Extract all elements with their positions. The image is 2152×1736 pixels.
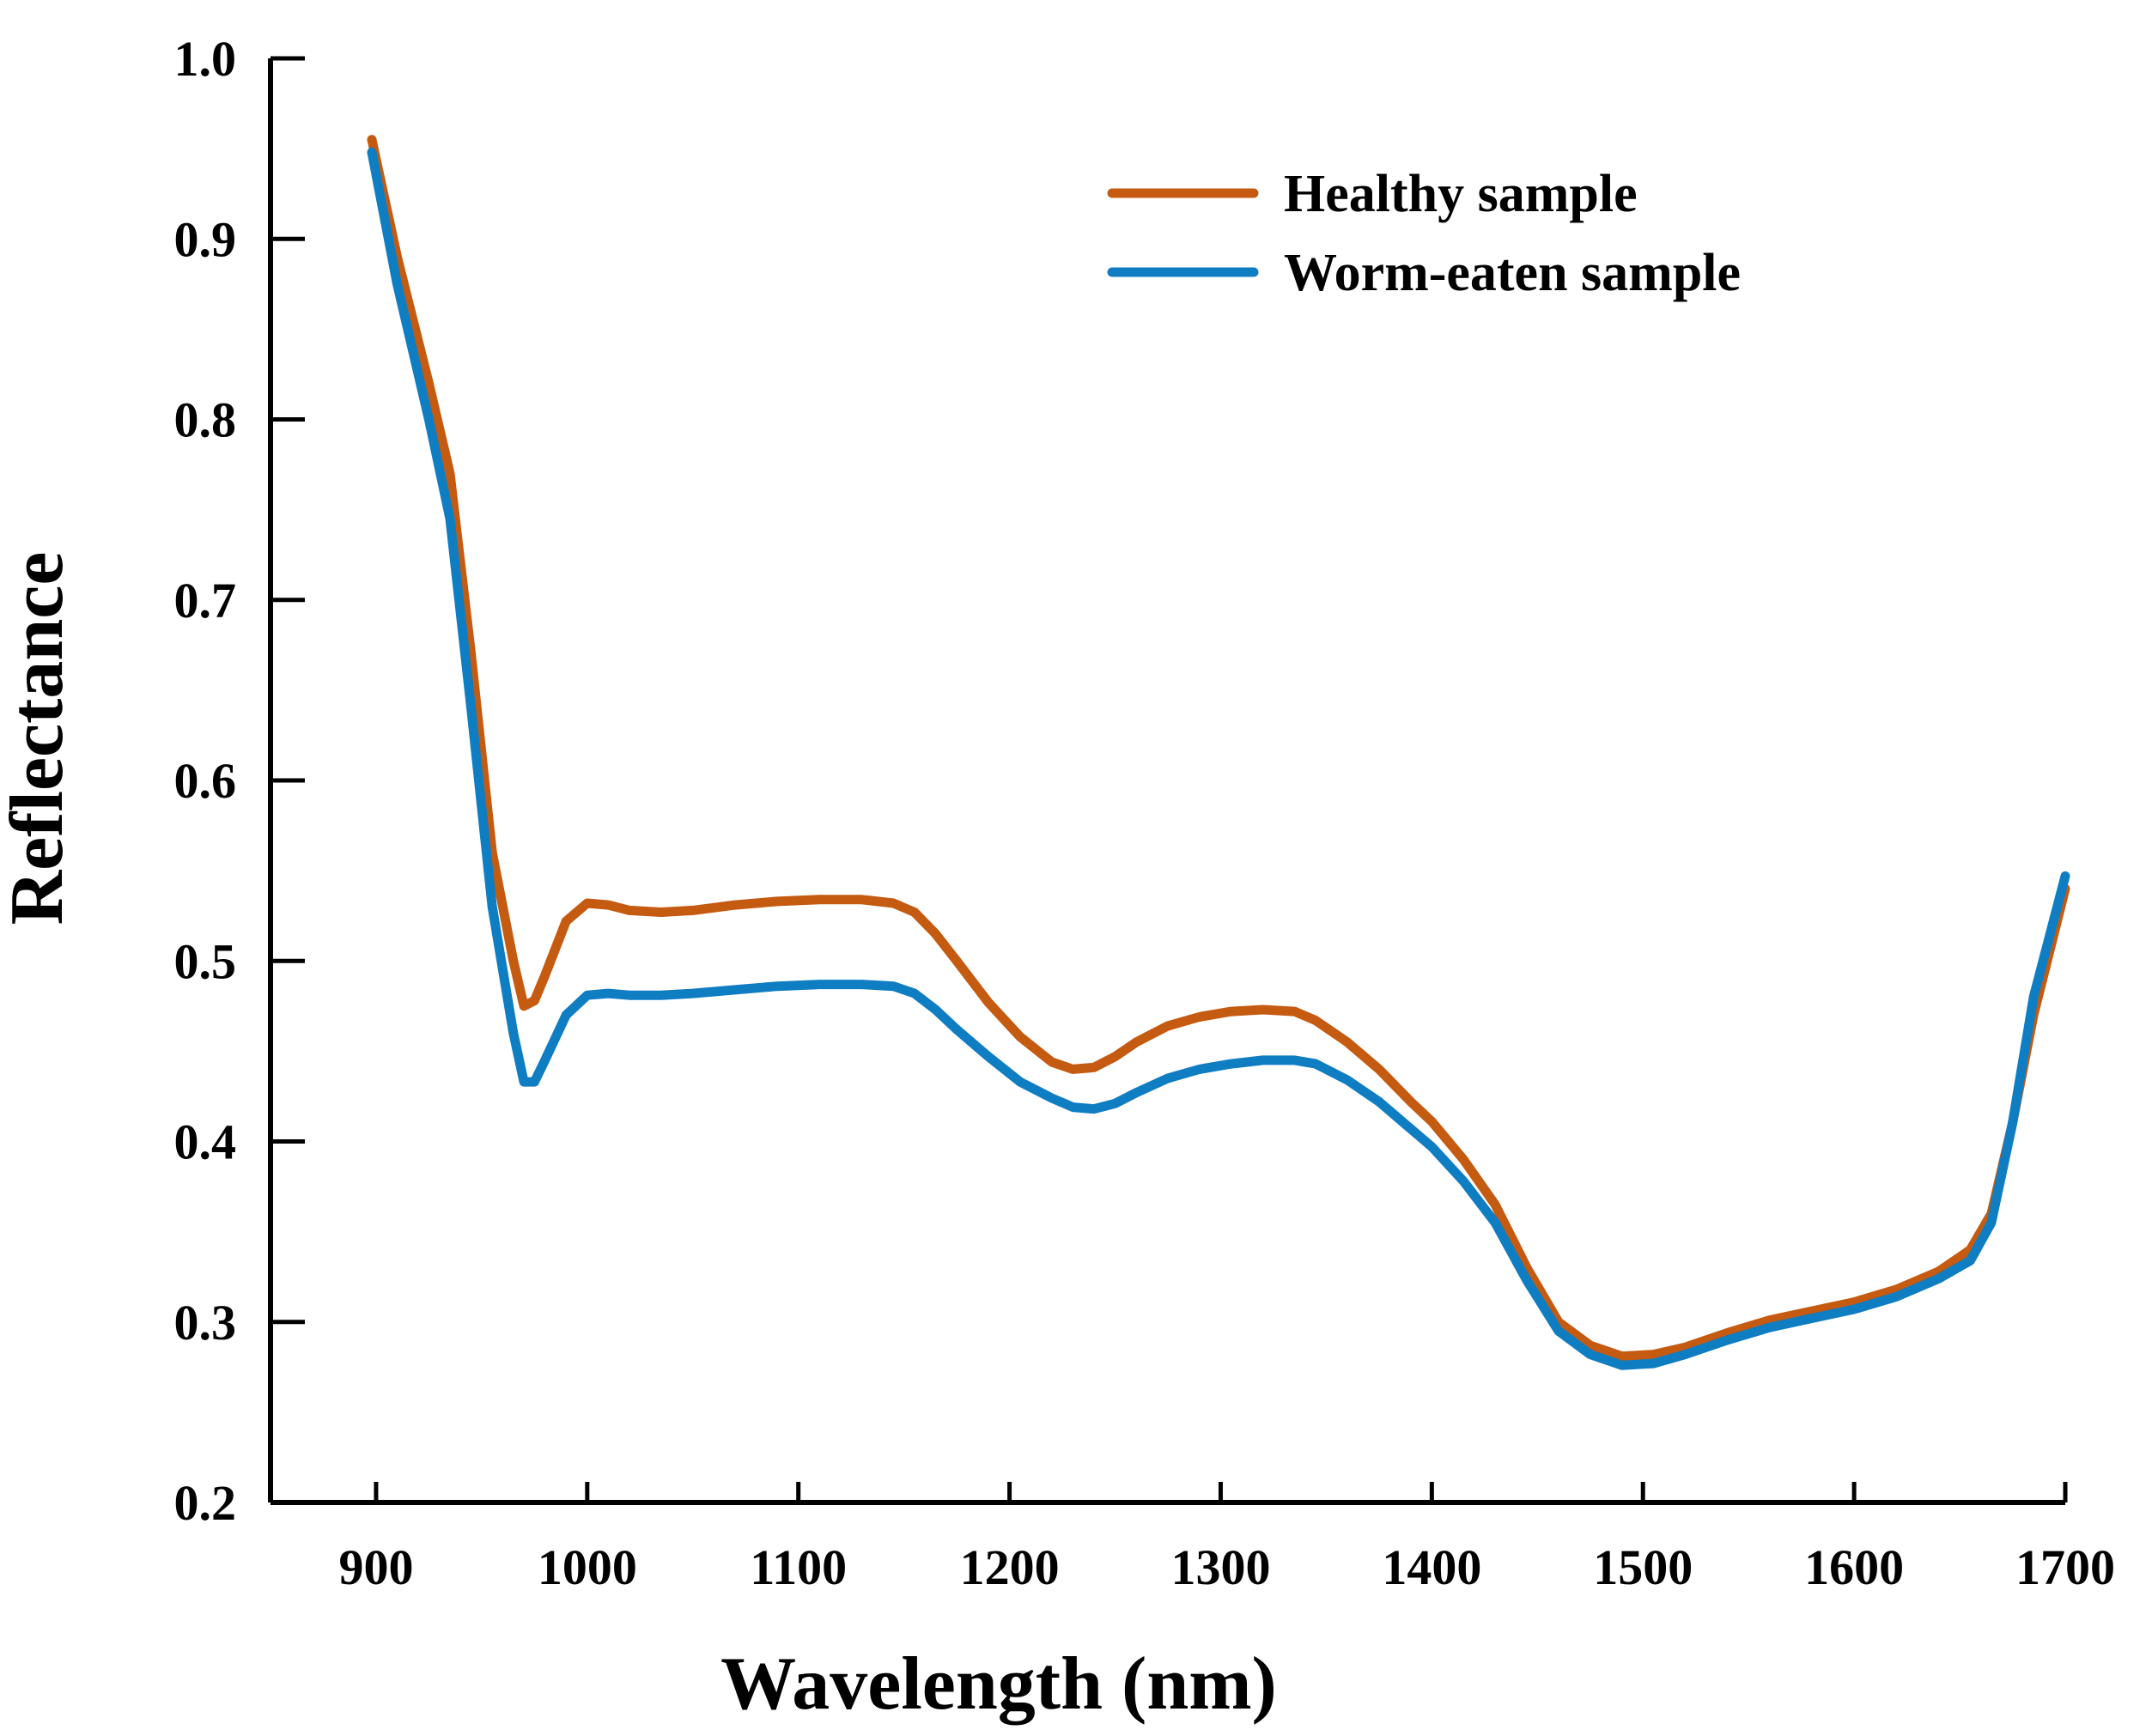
y-tick-label: 0.4 — [174, 1114, 237, 1170]
x-axis-title: Wavelength (nm) — [720, 1642, 1277, 1726]
y-ticks: 0.2 0.3 0.4 0.5 0.6 0.7 0.8 0.9 1.0 — [174, 31, 305, 1531]
x-tick-label: 1100 — [750, 1539, 847, 1595]
series-group — [367, 135, 2070, 1370]
y-tick-label: 0.7 — [174, 573, 237, 628]
y-tick-label: 0.3 — [174, 1295, 237, 1351]
series-line-worm-eaten-sample — [367, 147, 2070, 1370]
y-tick-label: 0.9 — [174, 211, 237, 267]
x-tick-label: 1700 — [2015, 1539, 2115, 1595]
x-tick-label: 1200 — [960, 1539, 1060, 1595]
legend-label-worm-eaten-sample: Worm-eaten sample — [1284, 244, 1741, 302]
y-axis-title: Reflectance — [0, 552, 79, 926]
y-tick-label: 0.5 — [174, 933, 237, 989]
x-tick-label: 900 — [338, 1539, 413, 1595]
x-tick-label: 1300 — [1170, 1539, 1270, 1595]
legend-label-healthy-sample: Healthy sample — [1284, 165, 1638, 223]
x-ticks: 900 1000 1100 1200 1300 1400 1500 1600 1700 — [338, 1482, 2115, 1595]
x-tick-label: 1400 — [1382, 1539, 1481, 1595]
series-line-healthy-sample — [367, 135, 2070, 1362]
y-tick-label: 0.8 — [174, 392, 237, 448]
x-tick-label: 1000 — [538, 1539, 637, 1595]
legend: Healthy sample Worm-eaten sample — [1107, 165, 1741, 302]
y-tick-label: 0.2 — [174, 1475, 237, 1531]
y-tick-label: 0.6 — [174, 753, 237, 809]
y-tick-label: 1.0 — [174, 31, 237, 87]
x-tick-label: 1500 — [1593, 1539, 1693, 1595]
x-tick-label: 1600 — [1804, 1539, 1904, 1595]
